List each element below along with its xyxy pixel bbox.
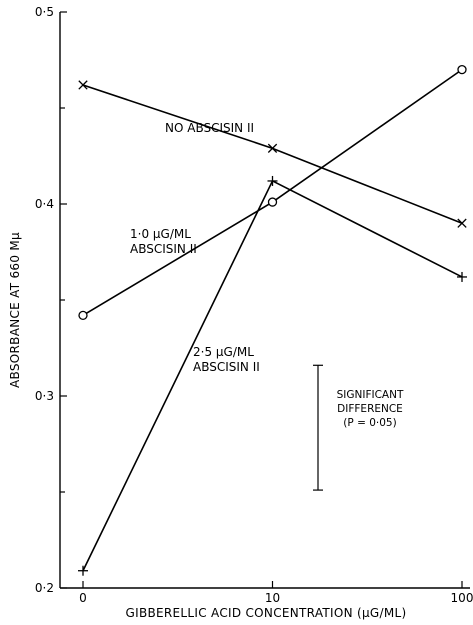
series-label: 2·5 µG/ML	[193, 345, 254, 359]
data-point-x	[78, 80, 88, 90]
x-tick-label: 100	[451, 591, 473, 605]
significance-text: (P = 0·05)	[343, 417, 396, 429]
series-label: NO ABSCISIN II	[165, 121, 254, 135]
data-point-circle	[78, 310, 88, 321]
data-point-x	[457, 218, 467, 228]
data-point-plus	[267, 175, 278, 186]
x-tick-label: 0	[79, 591, 87, 605]
y-tick-label: 0·2	[35, 581, 54, 595]
y-tick-label: 0·5	[35, 5, 54, 19]
series-label: ABSCISIN II	[193, 360, 260, 374]
series-label: 1·0 µG/ML	[130, 227, 191, 241]
marker-stroke	[267, 143, 278, 153]
marker-stroke	[457, 218, 467, 228]
markers	[78, 64, 467, 576]
data-point-circle	[457, 64, 467, 75]
significance-annotation: SIGNIFICANT DIFFERENCE (P = 0·05)	[313, 364, 404, 491]
data-point-plus	[457, 271, 467, 282]
data-point-x	[267, 143, 278, 153]
series-label: ABSCISIN II	[130, 242, 197, 256]
significance-text: DIFFERENCE	[337, 403, 403, 415]
y-axis-title: ABSORBANCE AT 660 Mµ	[8, 232, 22, 388]
axes: 0·2 0·3 0·4 0·5 0 10 100	[35, 5, 473, 605]
labels: ABSORBANCE AT 660 Mµ GIBBERELLIC ACID CO…	[8, 232, 406, 620]
data-point-circle	[267, 197, 278, 207]
y-tick-label: 0·3	[35, 389, 54, 403]
data-point-plus	[78, 565, 88, 576]
x-tick-label: 10	[265, 591, 280, 605]
significance-text: SIGNIFICANT	[337, 389, 404, 401]
series-line	[82, 68, 463, 317]
series-lines	[82, 68, 463, 572]
x-axis-title: GIBBERELLIC ACID CONCENTRATION (µG/ML)	[126, 606, 407, 620]
marker-stroke	[78, 80, 88, 90]
y-tick-label: 0·4	[35, 197, 54, 211]
